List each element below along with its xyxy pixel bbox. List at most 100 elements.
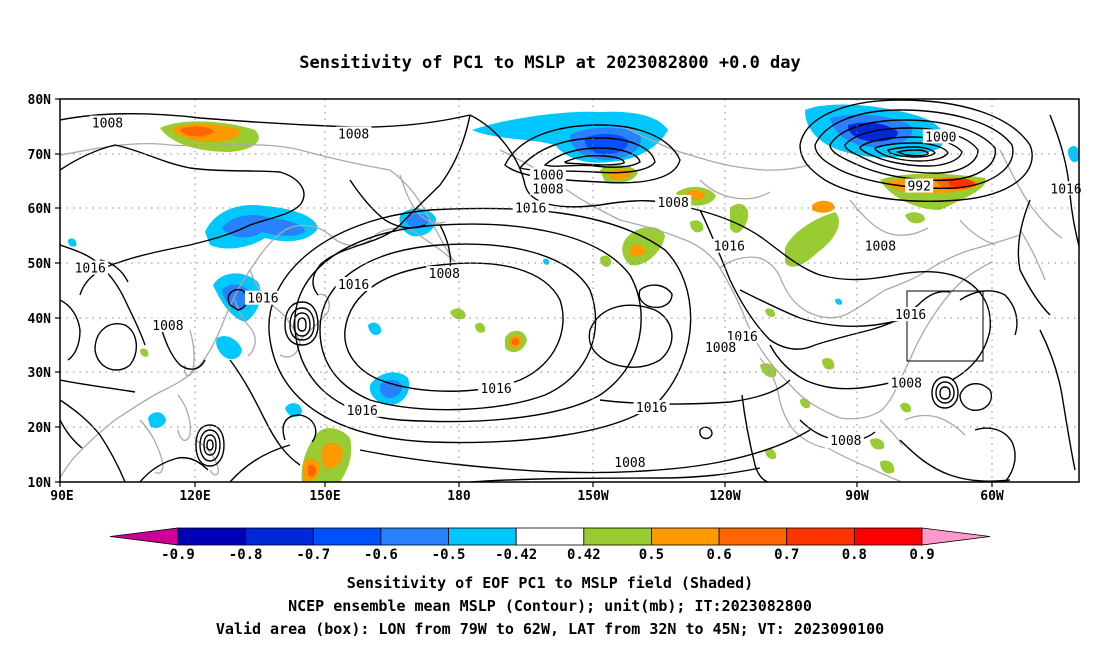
- negative-sensitivity-area: [68, 238, 77, 247]
- footer-line-2: NCEP ensemble mean MSLP (Contour); unit(…: [288, 597, 812, 615]
- contour-label-bg: [244, 290, 281, 305]
- positive-sensitivity-area: [765, 448, 777, 460]
- colorbar-swatch: [245, 527, 314, 546]
- contour-label-bg: [335, 277, 372, 292]
- contour-label: 1000: [532, 169, 563, 184]
- colorbar-swatch: [718, 527, 788, 546]
- contour-label: 1016: [75, 262, 106, 277]
- contour-label-bg: [905, 178, 934, 193]
- lon-tick-label: 90W: [845, 489, 869, 504]
- positive-sensitivity-area: [512, 338, 519, 346]
- negative-sensitivity-area: [216, 336, 242, 360]
- colorbar-high-extend: [921, 527, 991, 546]
- contour-label: 1008: [865, 240, 896, 255]
- colorbar-tick-label: -0.8: [229, 547, 263, 563]
- positive-sensitivity-area: [321, 442, 343, 469]
- colorbar-swatch: [177, 527, 247, 546]
- colorbar-tick-label: 0.42: [567, 547, 601, 563]
- lon-tick-label: 150W: [577, 489, 608, 504]
- contour-label-bg: [512, 200, 549, 215]
- contour-label-bg: [611, 454, 648, 469]
- contour-label-bg: [344, 402, 381, 417]
- contour-label-bg: [862, 238, 899, 253]
- colorbar-swatch: [515, 527, 585, 546]
- colorbar-tick-label: 0.5: [639, 547, 664, 563]
- contour-label: 1008: [338, 128, 369, 143]
- footer-line-1: Sensitivity of EOF PC1 to MSLP field (Sh…: [347, 574, 753, 592]
- contour-label: 1000: [925, 130, 956, 145]
- contour-label-bg: [888, 375, 925, 390]
- contour-label-bg: [633, 400, 670, 415]
- contour-label: 1008: [532, 182, 563, 197]
- colorbar-tick-label: -0.6: [364, 547, 398, 563]
- contour-label-bg: [426, 266, 463, 281]
- colorbar-swatch: [312, 527, 382, 546]
- positive-sensitivity-area: [800, 237, 811, 250]
- contour-label-bg: [892, 307, 929, 322]
- colorbar-tick-label: -0.42: [495, 547, 537, 563]
- positive-sensitivity-area: [948, 178, 974, 188]
- positive-sensitivity-area: [800, 398, 811, 409]
- contour-label: 1008: [614, 456, 645, 471]
- colorbar-tick-label: -0.5: [432, 547, 466, 563]
- contour-label: 1016: [480, 382, 511, 397]
- contour-label: 1016: [338, 278, 369, 293]
- contour-label-bg: [711, 238, 748, 253]
- contour-label-bg: [478, 380, 515, 395]
- contour-label-bg: [922, 129, 959, 144]
- colorbar-tick-label: -0.9: [161, 547, 195, 563]
- latitude-labels: 80N 70N 60N 50N 40N 30N 20N 10N: [28, 93, 52, 491]
- lat-tick-label: 10N: [28, 476, 52, 491]
- colorbar-swatch: [448, 527, 517, 546]
- valid-area-box: [906, 290, 984, 362]
- negative-sensitivity-area: [835, 298, 843, 305]
- contour-label: 1016: [636, 401, 667, 416]
- contour-label: 1016: [247, 292, 278, 307]
- positive-sensitivity-area: [308, 464, 317, 477]
- positive-sensitivity-area: [812, 200, 835, 213]
- positive-sensitivity-area: [450, 308, 466, 320]
- lat-tick-label: 50N: [28, 257, 52, 272]
- colorbar: -0.9 -0.8 -0.7 -0.6 -0.5 -0.42 0.42 0.5 0.6 0.7 0.…: [109, 527, 991, 563]
- contour-label: 1008: [429, 267, 460, 282]
- positive-sensitivity-area: [475, 322, 486, 333]
- contour-label: 1016: [714, 240, 745, 255]
- lat-tick-label: 40N: [28, 312, 52, 327]
- contour-label: 1016: [1050, 182, 1081, 197]
- positive-sensitivity-area: [785, 212, 839, 267]
- contour-label-bg: [335, 126, 372, 141]
- lon-tick-label: 60W: [980, 489, 1004, 504]
- lat-tick-label: 20N: [28, 421, 52, 436]
- figure-title: Sensitivity of PC1 to MSLP at 2023082800…: [299, 53, 801, 73]
- colorbar-tick-label: 0.7: [774, 547, 799, 563]
- lon-tick-label: 120E: [179, 489, 210, 504]
- map-frame: [59, 98, 1080, 483]
- contour-label-bg: [149, 318, 186, 333]
- negative-sensitivity-area: [1068, 146, 1079, 163]
- positive-sensitivity-area: [180, 126, 214, 137]
- positive-sensitivity-area: [765, 308, 776, 318]
- lon-tick-label: 150E: [309, 489, 340, 504]
- colorbar-tick-label: -0.7: [296, 547, 330, 563]
- contour-label-bg: [89, 115, 126, 130]
- colorbar-swatch: [651, 527, 720, 546]
- contour-label: 1016: [347, 404, 378, 419]
- colorbar-swatch: [786, 527, 855, 546]
- contour-label: 1008: [705, 341, 736, 356]
- positive-sensitivity-area: [600, 255, 612, 267]
- contour-label-bg: [72, 260, 109, 275]
- lat-tick-label: 60N: [28, 202, 52, 217]
- positive-sensitivity-area: [730, 203, 749, 233]
- contour-label: 1008: [152, 319, 183, 334]
- positive-sensitivity-area: [880, 460, 895, 474]
- positive-sensitivity-area: [822, 357, 835, 370]
- contour-label: 992: [907, 180, 930, 195]
- negative-sensitivity-area: [848, 122, 898, 142]
- positive-sensitivity-area: [870, 438, 885, 450]
- colorbar-swatch: [583, 527, 652, 546]
- contour-label-bg: [1048, 181, 1085, 196]
- negative-sensitivity-area: [285, 403, 302, 417]
- positive-sensitivity-area: [140, 348, 149, 357]
- contour-label: 1008: [891, 377, 922, 392]
- colorbar-swatch: [853, 527, 923, 546]
